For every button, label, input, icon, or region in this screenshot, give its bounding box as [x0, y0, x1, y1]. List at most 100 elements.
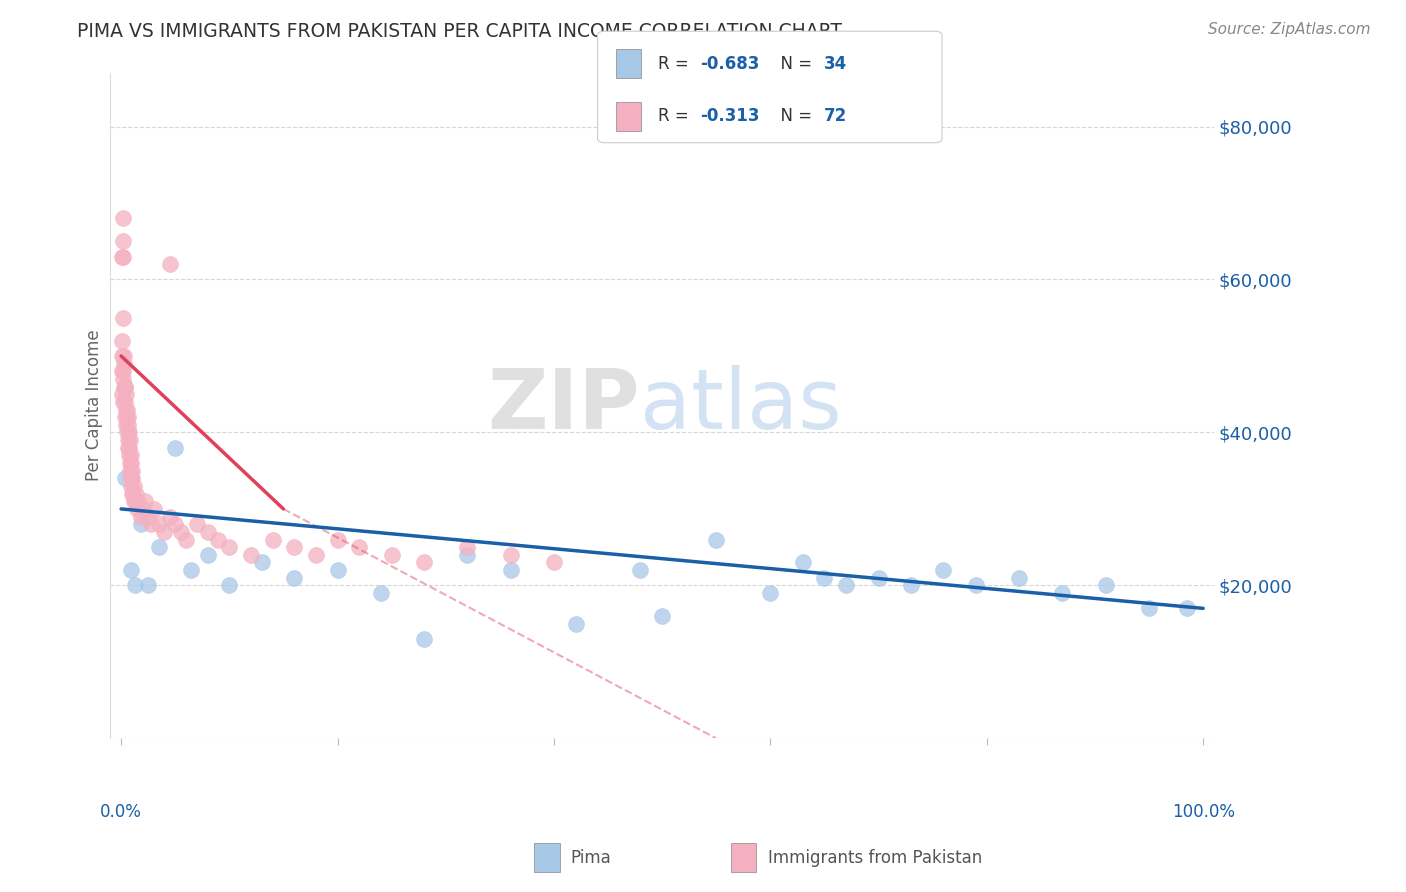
Point	[112, 310, 135, 325]
Point	[129, 517, 152, 532]
Point	[347, 540, 370, 554]
Point	[165, 441, 187, 455]
Point	[413, 632, 436, 646]
Point	[159, 509, 181, 524]
Text: -0.683: -0.683	[700, 54, 759, 73]
Point	[1094, 578, 1116, 592]
Text: N =: N =	[770, 54, 818, 73]
Point	[1137, 601, 1160, 615]
Point	[370, 586, 392, 600]
Point	[117, 410, 139, 425]
Text: 72: 72	[824, 107, 848, 126]
Point	[136, 509, 159, 524]
Point	[543, 556, 565, 570]
Point	[630, 563, 652, 577]
Point	[118, 449, 141, 463]
Point	[118, 433, 141, 447]
Point	[111, 334, 134, 348]
Point	[121, 464, 143, 478]
Point	[759, 586, 782, 600]
Point	[564, 616, 586, 631]
Point	[413, 556, 436, 570]
Point	[127, 502, 149, 516]
Point	[120, 479, 142, 493]
Point	[197, 524, 219, 539]
Point	[112, 349, 135, 363]
Point	[112, 357, 135, 371]
Point	[121, 471, 143, 485]
Point	[117, 417, 139, 432]
Point	[129, 509, 152, 524]
Text: 100.0%: 100.0%	[1171, 804, 1234, 822]
Point	[118, 456, 141, 470]
Point	[111, 250, 134, 264]
Point	[305, 548, 328, 562]
Point	[381, 548, 404, 562]
Point	[114, 410, 136, 425]
Point	[262, 533, 284, 547]
Point	[120, 449, 142, 463]
Text: 34: 34	[824, 54, 848, 73]
Point	[1008, 571, 1031, 585]
Point	[792, 556, 814, 570]
Point	[124, 578, 146, 592]
Point	[120, 456, 142, 470]
Point	[141, 517, 163, 532]
Point	[835, 578, 858, 592]
Point	[117, 433, 139, 447]
Point	[326, 533, 349, 547]
Point	[142, 502, 165, 516]
Point	[868, 571, 890, 585]
Point	[250, 556, 273, 570]
Point	[122, 494, 145, 508]
Text: R =: R =	[658, 54, 695, 73]
Point	[112, 250, 135, 264]
Text: Source: ZipAtlas.com: Source: ZipAtlas.com	[1208, 22, 1371, 37]
Point	[283, 571, 305, 585]
Point	[186, 517, 208, 532]
Point	[218, 578, 240, 592]
Point	[148, 517, 170, 532]
Point	[174, 533, 197, 547]
Point	[651, 609, 673, 624]
Point	[813, 571, 835, 585]
Point	[169, 524, 191, 539]
Point	[283, 540, 305, 554]
Point	[965, 578, 987, 592]
Point	[124, 494, 146, 508]
Point	[127, 494, 149, 508]
Point	[118, 441, 141, 455]
Text: ZIP: ZIP	[488, 365, 640, 446]
Point	[499, 563, 522, 577]
Point	[120, 471, 142, 485]
Point	[112, 234, 135, 248]
Point	[456, 540, 478, 554]
Point	[114, 379, 136, 393]
Point	[197, 548, 219, 562]
Point	[111, 364, 134, 378]
Point	[115, 402, 138, 417]
Point	[932, 563, 955, 577]
Point	[112, 395, 135, 409]
Point	[111, 349, 134, 363]
Point	[115, 417, 138, 432]
Point	[122, 486, 145, 500]
Point	[115, 387, 138, 401]
Text: Immigrants from Pakistan: Immigrants from Pakistan	[768, 848, 981, 867]
Text: Pima: Pima	[571, 848, 612, 867]
Point	[134, 494, 156, 508]
Y-axis label: Per Capita Income: Per Capita Income	[86, 330, 103, 482]
Point	[153, 524, 176, 539]
Point	[456, 548, 478, 562]
Point	[111, 211, 134, 226]
Point	[125, 486, 148, 500]
Text: N =: N =	[770, 107, 818, 126]
Point	[1175, 601, 1198, 615]
Point	[180, 563, 202, 577]
Point	[900, 578, 922, 592]
Point	[207, 533, 229, 547]
Text: -0.313: -0.313	[700, 107, 759, 126]
Point	[218, 540, 240, 554]
Point	[111, 364, 134, 378]
Point	[111, 387, 134, 401]
